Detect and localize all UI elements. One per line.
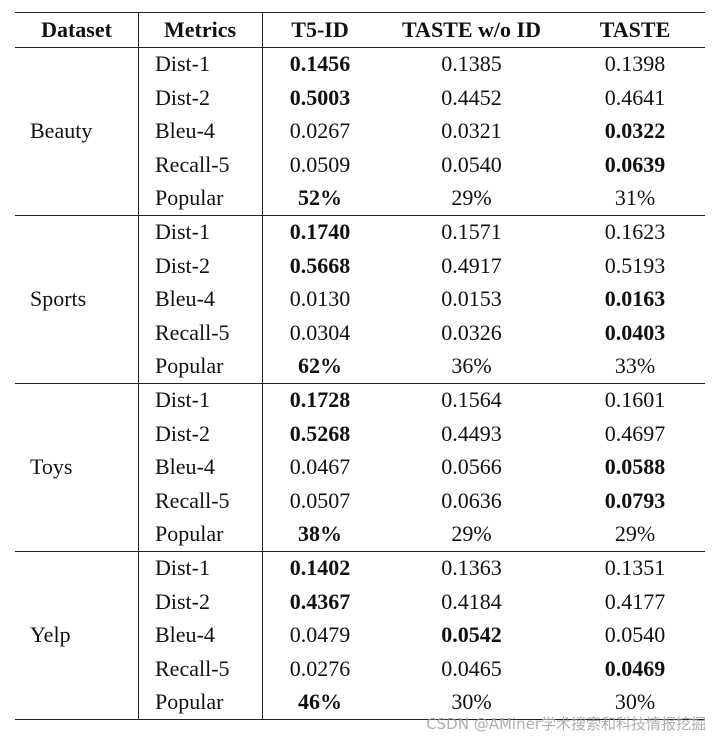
value-cell: 0.1398 [604,51,666,76]
value-cell: 0.4452 [441,84,502,110]
value-cell: 0.1363 [441,555,502,580]
value-cell: 0.0326 [441,319,502,345]
rule [15,551,705,552]
value-cell: 0.4367 [289,588,351,614]
metric-label: Dist-2 [155,420,210,446]
metric-label: Dist-2 [155,588,210,614]
rule [15,215,705,216]
value-cell: 0.1728 [289,387,351,412]
rule [15,383,705,384]
value-cell: 52% [298,185,342,211]
value-cell: 0.0163 [604,286,666,312]
value-cell: 0.1402 [289,555,351,580]
value-cell: 0.1601 [604,387,666,412]
dataset-label: Toys [30,454,73,479]
rule [15,12,705,13]
value-cell: 0.1564 [441,387,502,412]
metric-label: Popular [155,353,224,379]
column-rule [138,12,139,719]
value-cell: 0.0469 [604,655,666,681]
header-cell: TASTE w/o ID [402,17,541,42]
value-cell: 33% [614,353,656,379]
value-cell: 0.4917 [441,252,502,278]
value-cell: 0.0276 [289,655,351,681]
metric-label: Dist-2 [155,84,210,110]
value-cell: 0.0304 [289,319,351,345]
metric-label: Dist-1 [155,387,210,412]
value-cell: 0.0153 [441,286,502,312]
value-cell: 0.0403 [604,319,666,345]
value-cell: 0.1571 [441,219,502,244]
value-cell: 38% [298,521,342,547]
value-cell: 0.0566 [441,454,502,480]
value-cell: 62% [298,353,342,379]
value-cell: 0.1456 [289,51,351,76]
value-cell: 0.5003 [289,84,351,110]
value-cell: 0.0322 [604,118,666,144]
dataset-label: Yelp [30,622,71,647]
value-cell: 0.1740 [289,219,351,244]
value-cell: 30% [451,689,492,715]
value-cell: 0.0542 [441,622,502,648]
value-cell: 0.4641 [604,84,666,110]
value-cell: 0.5668 [289,252,351,278]
header-cell: TASTE [599,17,671,42]
metric-label: Bleu-4 [155,454,215,480]
header-cell: T5-ID [291,17,349,42]
value-cell: 0.4177 [604,588,666,614]
metric-label: Dist-1 [155,555,210,580]
column-rule [262,12,263,719]
value-cell: 29% [614,521,656,547]
metric-label: Bleu-4 [155,118,215,144]
metric-label: Dist-1 [155,51,210,76]
value-cell: 0.1351 [604,555,666,580]
watermark: CSDN @AMiner学术搜索和科技情报挖掘 [426,715,706,733]
dataset-label: Beauty [30,118,93,143]
metric-label: Popular [155,185,224,211]
dataset-label: Sports [30,286,87,311]
rule [15,719,705,720]
metric-label: Bleu-4 [155,286,215,312]
metric-label: Recall-5 [155,151,230,177]
value-cell: 31% [614,185,656,211]
metric-label: Popular [155,521,224,547]
value-cell: 30% [614,689,656,715]
metric-label: Dist-2 [155,252,210,278]
metric-label: Recall-5 [155,655,230,681]
metric-label: Bleu-4 [155,622,215,648]
value-cell: 0.5268 [289,420,351,446]
value-cell: 0.1623 [604,219,666,244]
metric-label: Recall-5 [155,319,230,345]
rule [15,47,705,48]
value-cell: 0.0540 [441,151,502,177]
value-cell: 0.0321 [441,118,502,144]
value-cell: 0.0479 [289,622,351,648]
value-cell: 0.5193 [604,252,666,278]
value-cell: 36% [451,353,492,379]
value-cell: 0.0509 [289,151,351,177]
metric-label: Dist-1 [155,219,210,244]
value-cell: 0.0793 [604,487,666,513]
metric-label: Popular [155,689,224,715]
value-cell: 0.4697 [604,420,666,446]
value-cell: 0.0467 [289,454,351,480]
value-cell: 0.4184 [441,588,502,614]
metric-label: Recall-5 [155,487,230,513]
value-cell: 0.0639 [604,151,666,177]
value-cell: 46% [298,689,342,715]
value-cell: 29% [451,521,492,547]
value-cell: 29% [451,185,492,211]
header-cell: Metrics [163,17,237,42]
value-cell: 0.0636 [441,487,502,513]
value-cell: 0.0267 [289,118,351,144]
header-cell: Dataset [41,17,112,42]
value-cell: 0.4493 [441,420,502,446]
value-cell: 0.0588 [604,454,666,480]
value-cell: 0.0130 [289,286,351,312]
value-cell: 0.0507 [289,487,351,513]
value-cell: 0.0465 [441,655,502,681]
value-cell: 0.0540 [604,622,666,648]
value-cell: 0.1385 [441,51,502,76]
